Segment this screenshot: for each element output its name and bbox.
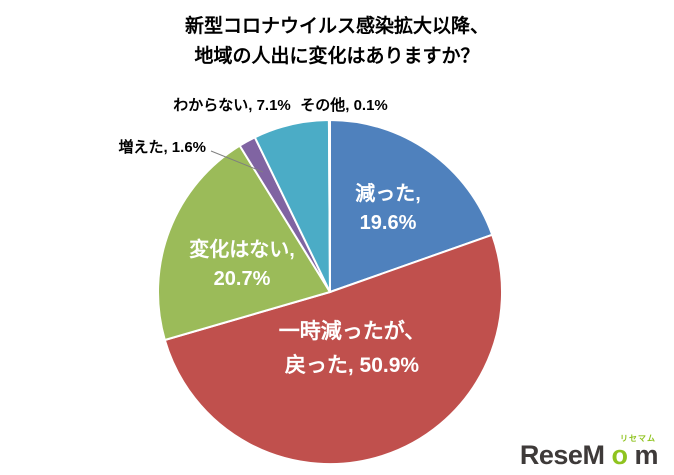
logo-ruby-text: リセマム [620, 434, 656, 443]
logo-text-part2: o [611, 440, 628, 470]
pie-slice-henka-nai [157, 144, 332, 342]
pie-slice-sonota [327, 118, 331, 293]
pie-label-wakaranai: わからない, 7.1% [173, 97, 291, 114]
logo-text-part3: m [634, 440, 658, 470]
pie-label-ichiji-modotta: 一時減ったが、戻った, 50.9% [279, 319, 426, 377]
logo-text-part1: ReseM [519, 440, 605, 470]
chart-title: 新型コロナウイルス感染拡大以降、 地域の人出に変化はありますか？ [0, 12, 674, 72]
pie-slice-ichiji-modotta [163, 233, 503, 466]
resemom-logo: リセマム ReseM o m [519, 435, 659, 470]
pie-label-hetta: 減った, 19.6% [355, 181, 421, 234]
leader-line-fueta [210, 150, 264, 173]
chart-title-line2: 地域の人出に変化はありますか？ [194, 46, 480, 67]
pie-label-sonota: その他, 0.1% [300, 96, 388, 114]
pie-label-henka-nai: 変化はない, 20.7% [189, 237, 295, 290]
pie-label-fueta: 増えた, 1.6% [118, 138, 206, 156]
chart-title-line1: 新型コロナウイルス感染拡大以降、 [184, 16, 489, 37]
